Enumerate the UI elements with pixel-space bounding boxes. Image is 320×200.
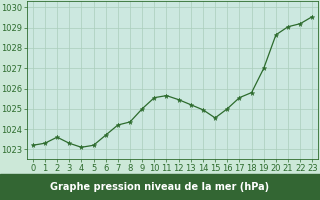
Text: Graphe pression niveau de la mer (hPa): Graphe pression niveau de la mer (hPa) [51,182,269,192]
